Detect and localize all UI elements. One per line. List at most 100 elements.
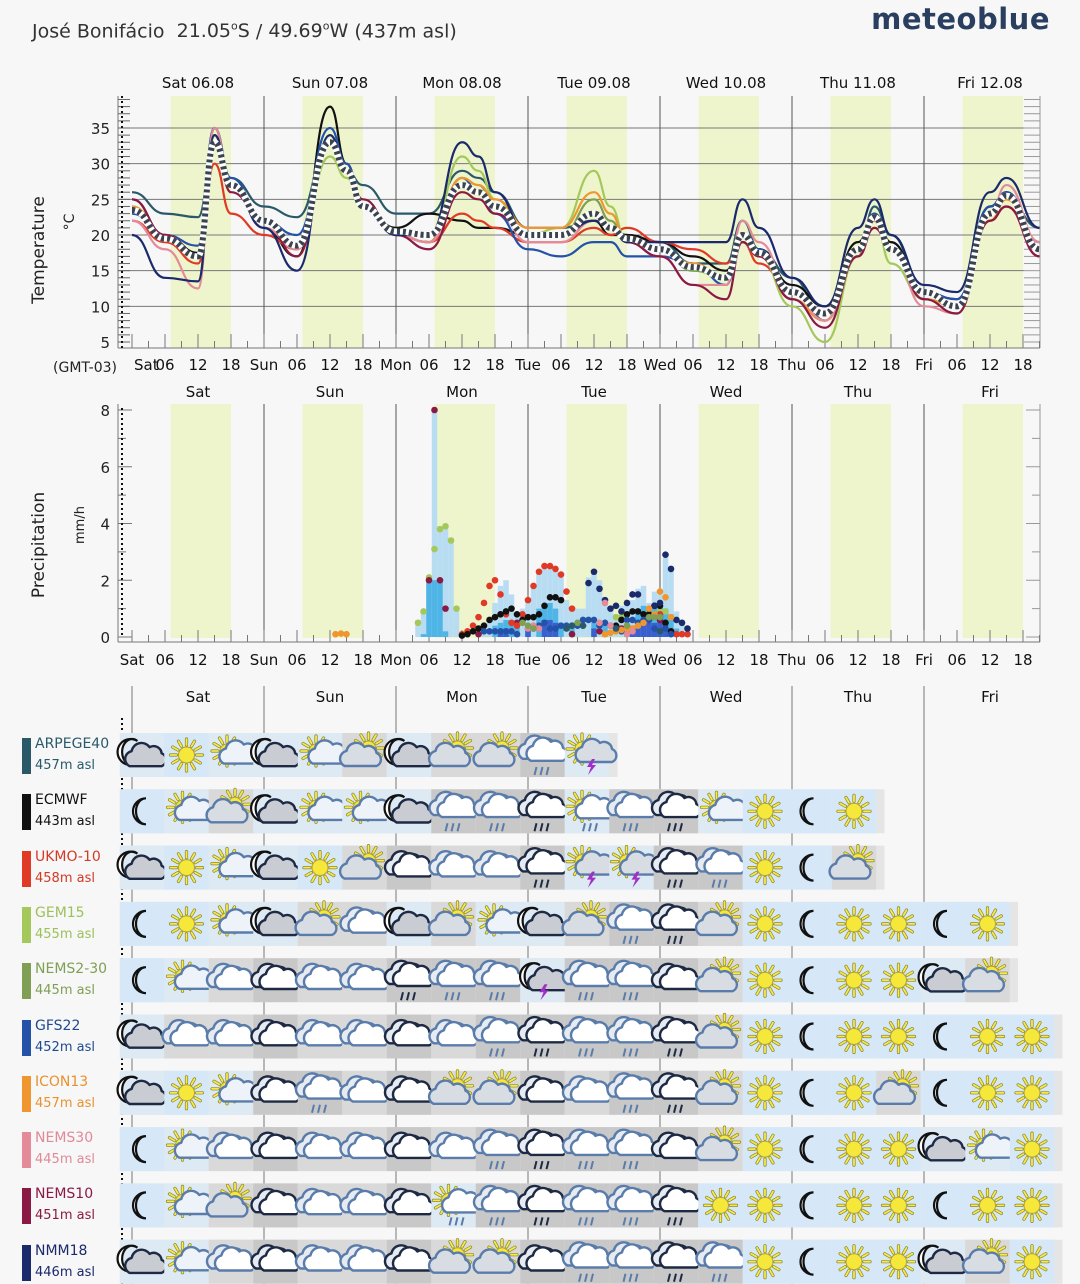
sun-icon (1014, 1244, 1050, 1280)
y-tick-label: 25 (91, 191, 110, 209)
x-tick-label: 06 (419, 356, 438, 374)
y-tick-label: 6 (100, 459, 110, 477)
moon-icon (932, 1078, 948, 1107)
rain-icon (622, 1048, 627, 1057)
sun-icon (302, 849, 338, 886)
sun-icon (880, 1244, 917, 1280)
cloud-rain-dark-icon (383, 959, 435, 1001)
model-color-swatch (22, 1188, 31, 1225)
precip-point-nems2-30 (519, 619, 526, 627)
pictocast-row-arpege40 (116, 731, 618, 777)
lightning-icon (539, 984, 549, 1001)
y-tick-label: 10 (91, 298, 110, 316)
rain-icon (717, 879, 722, 888)
cloud-rain-icon (472, 1015, 524, 1057)
model-color-swatch (22, 1132, 31, 1169)
pictocast-row-icon13 (116, 1069, 1063, 1115)
rain-icon (711, 1273, 716, 1282)
timezone-label: (GMT-03) (53, 360, 117, 376)
sun-cloud-icon (165, 959, 217, 993)
model-label-gem15: GEM15 455m asl (22, 905, 122, 945)
icon-cell-bg (119, 789, 165, 834)
sun-icon (747, 849, 783, 886)
precip-point-arpege40 (563, 625, 570, 632)
model-name: NEMS30 (35, 1130, 94, 1147)
model-name: ICON13 (35, 1073, 89, 1090)
model-label-nmm18: NMM18 446m asl (22, 1243, 122, 1283)
precip-bar-min (640, 622, 647, 637)
sun-icon (836, 1244, 872, 1280)
icon-cell-bg (787, 958, 832, 1003)
rain-icon (673, 1104, 677, 1114)
moon-icon (799, 853, 814, 882)
series-line-mean-bg (131, 139, 1040, 317)
y-axis-unit: mm/h (73, 506, 88, 544)
rain-icon (594, 823, 598, 832)
precip-point-nems2-30 (574, 619, 581, 627)
precip-bar-max (530, 585, 537, 637)
rain-icon (679, 879, 683, 888)
moon-cloud-icon (517, 906, 568, 937)
x-tick-label: Sat (134, 356, 159, 374)
precip-point-nmm18 (656, 599, 664, 607)
meteoblue-logo[interactable]: meteoblue (871, 2, 1050, 36)
precip-bar-max (420, 611, 427, 637)
x-tick-label: 06 (815, 651, 834, 669)
moon-icon (131, 966, 147, 995)
x-tick-label: Fri (915, 651, 933, 669)
sun-icon (1014, 1018, 1050, 1055)
cloud-icon (294, 962, 346, 991)
moon-icon (799, 1191, 814, 1220)
elevation: (437m asl) (354, 20, 457, 43)
rain-icon (673, 879, 677, 888)
precip-bar-median (442, 631, 449, 637)
precip-bar-max (679, 619, 685, 637)
rain-icon (622, 1217, 627, 1226)
x-tick-label: 18 (617, 651, 636, 669)
precip-bar-max (547, 566, 553, 637)
x-tick-label: 18 (485, 651, 504, 669)
x-tick-label: 12 (848, 356, 867, 374)
sun-cloud-icon (210, 1072, 262, 1106)
x-tick-label: 12 (980, 651, 999, 669)
precip-point-nems2-30 (623, 622, 631, 629)
rain-icon (450, 991, 455, 1001)
precip-point-ecmwf (640, 611, 647, 618)
cloud-rain-icon (606, 959, 658, 1001)
moon-cloud-icon (917, 1244, 969, 1275)
precip-bar-max (602, 597, 608, 637)
rain-icon (539, 879, 544, 888)
rain-icon (634, 935, 639, 945)
cloud-sun-icon (694, 900, 742, 937)
precip-point-icon13 (634, 622, 642, 629)
precip-point-gfs22 (579, 616, 587, 624)
precip-bar-median (668, 614, 674, 637)
sun-icon (168, 906, 205, 942)
y-tick-label: 20 (91, 227, 110, 245)
rain-icon (628, 935, 633, 945)
precip-bar-min (646, 622, 652, 637)
rain-icon (673, 823, 677, 832)
rain-icon (489, 991, 493, 1001)
pictocast-row-ukmo-10 (116, 843, 885, 890)
icon-cell-bg (787, 845, 832, 890)
rain-icon (679, 935, 683, 945)
sun-icon (836, 1018, 872, 1055)
cloud-sun-icon (872, 1069, 920, 1105)
day-header-label: Thu 11.08 (819, 74, 896, 92)
day-header-label: Sat (186, 383, 211, 401)
overcast-dark-icon (383, 1075, 435, 1103)
y-axis-unit: °C (62, 213, 78, 230)
rain-icon (584, 1273, 588, 1282)
rain-icon (634, 1273, 639, 1282)
precip-point-gfs22 (585, 616, 592, 624)
cloud-icon (428, 1131, 480, 1160)
precip-bar-max (442, 523, 449, 637)
precip-bar-max (415, 619, 421, 637)
icon-cell-bg (787, 789, 832, 834)
rain-icon (545, 1048, 550, 1057)
precip-point-nmm18 (590, 568, 598, 576)
rain-icon (533, 1048, 538, 1057)
precip-point-arpege40 (612, 625, 620, 632)
precip-bar-max (596, 580, 603, 637)
